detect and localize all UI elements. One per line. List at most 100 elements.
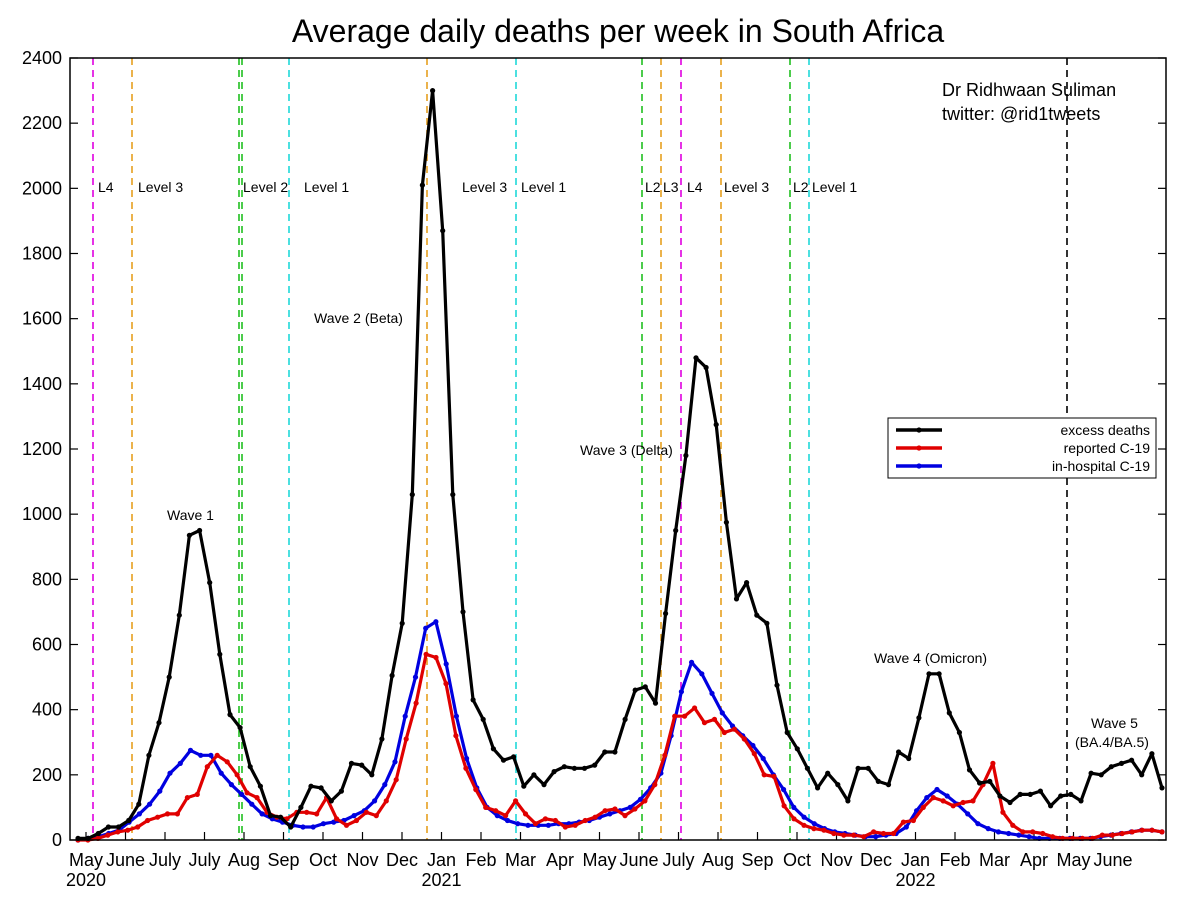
data-point [278, 814, 284, 820]
data-point [781, 786, 787, 793]
data-point [343, 822, 350, 828]
data-point [1007, 799, 1013, 806]
legend-marker-hospital [916, 463, 922, 469]
data-point [228, 782, 234, 788]
data-point [855, 765, 861, 771]
data-point [612, 749, 618, 755]
y-tick-label: 400 [32, 700, 62, 720]
data-point [721, 729, 728, 736]
data-point [338, 788, 344, 794]
data-point [607, 811, 613, 817]
data-point [115, 829, 121, 835]
lockdown-label-level1-c: Level 1 [812, 179, 857, 195]
data-point [167, 770, 173, 776]
data-point [865, 765, 871, 771]
data-point [1037, 788, 1043, 794]
lockdown-label-level3: Level 3 [138, 179, 183, 195]
data-point [147, 801, 153, 807]
data-point [831, 830, 837, 837]
data-point [522, 811, 529, 817]
x-tick-label: Mar [979, 850, 1010, 870]
data-point [930, 795, 936, 801]
data-point [804, 765, 811, 771]
y-tick-label: 2400 [22, 48, 62, 68]
data-point [920, 804, 926, 811]
data-point [885, 782, 892, 788]
data-point [1048, 803, 1054, 809]
data-point [1108, 764, 1114, 770]
data-point [916, 715, 922, 721]
data-point [754, 612, 760, 618]
plot-frame [69, 57, 1167, 841]
x-tick-label: Nov [346, 850, 378, 870]
data-point [372, 798, 378, 804]
data-point [186, 532, 192, 538]
data-point [960, 799, 966, 806]
data-point [906, 755, 912, 762]
data-point [990, 760, 996, 767]
lockdown-label-level1-b: Level 1 [521, 179, 566, 195]
data-point [926, 671, 932, 677]
data-point [403, 736, 409, 742]
data-point [453, 733, 459, 739]
x-tick-label: Feb [465, 850, 496, 870]
data-point [95, 830, 101, 837]
data-point [473, 786, 479, 793]
data-point [443, 681, 449, 687]
y-tick-label: 200 [32, 765, 62, 785]
data-point [1149, 751, 1155, 757]
lockdown-lines [92, 58, 1068, 840]
data-point [304, 809, 310, 815]
wave-label-5-sub: (BA.4/BA.5) [1075, 734, 1149, 750]
y-tick-label: 1400 [22, 374, 62, 394]
data-point [693, 355, 699, 361]
data-point [561, 764, 567, 770]
data-point [1026, 834, 1032, 840]
data-point [145, 817, 151, 824]
data-point [791, 804, 797, 811]
data-point [774, 682, 780, 688]
data-point [713, 422, 719, 428]
data-point [244, 790, 250, 796]
data-point [845, 798, 851, 804]
data-point [662, 752, 668, 758]
data-point [764, 620, 770, 626]
data-point [359, 762, 365, 768]
data-point [105, 824, 111, 830]
series-line [78, 652, 1163, 842]
data-point [105, 832, 111, 838]
data-point [470, 697, 476, 703]
y-tick-label: 800 [32, 569, 62, 589]
data-point [369, 772, 375, 778]
data-point [1118, 760, 1125, 767]
data-point [176, 612, 182, 618]
wave-label-5: Wave 5 [1091, 715, 1138, 731]
series-reported-c-19 [75, 651, 1165, 843]
data-point [423, 651, 429, 657]
data-point [125, 827, 131, 833]
data-point [399, 620, 405, 626]
data-point [1040, 830, 1046, 837]
data-point [1099, 832, 1105, 838]
data-point [234, 772, 240, 778]
data-point [373, 813, 379, 819]
data-point [136, 811, 142, 817]
data-point [801, 814, 807, 820]
data-point [924, 795, 930, 801]
data-point [602, 808, 608, 814]
data-point [622, 813, 628, 819]
data-point [353, 817, 360, 824]
data-point [592, 814, 598, 820]
data-point [1017, 791, 1023, 798]
y-tick-label: 2200 [22, 113, 62, 133]
data-point [453, 713, 459, 719]
data-point [944, 793, 950, 799]
data-point [1078, 798, 1084, 804]
data-point [413, 700, 419, 706]
data-point [835, 782, 841, 788]
data-point [791, 816, 797, 822]
data-point [956, 729, 963, 736]
data-point [841, 832, 847, 838]
